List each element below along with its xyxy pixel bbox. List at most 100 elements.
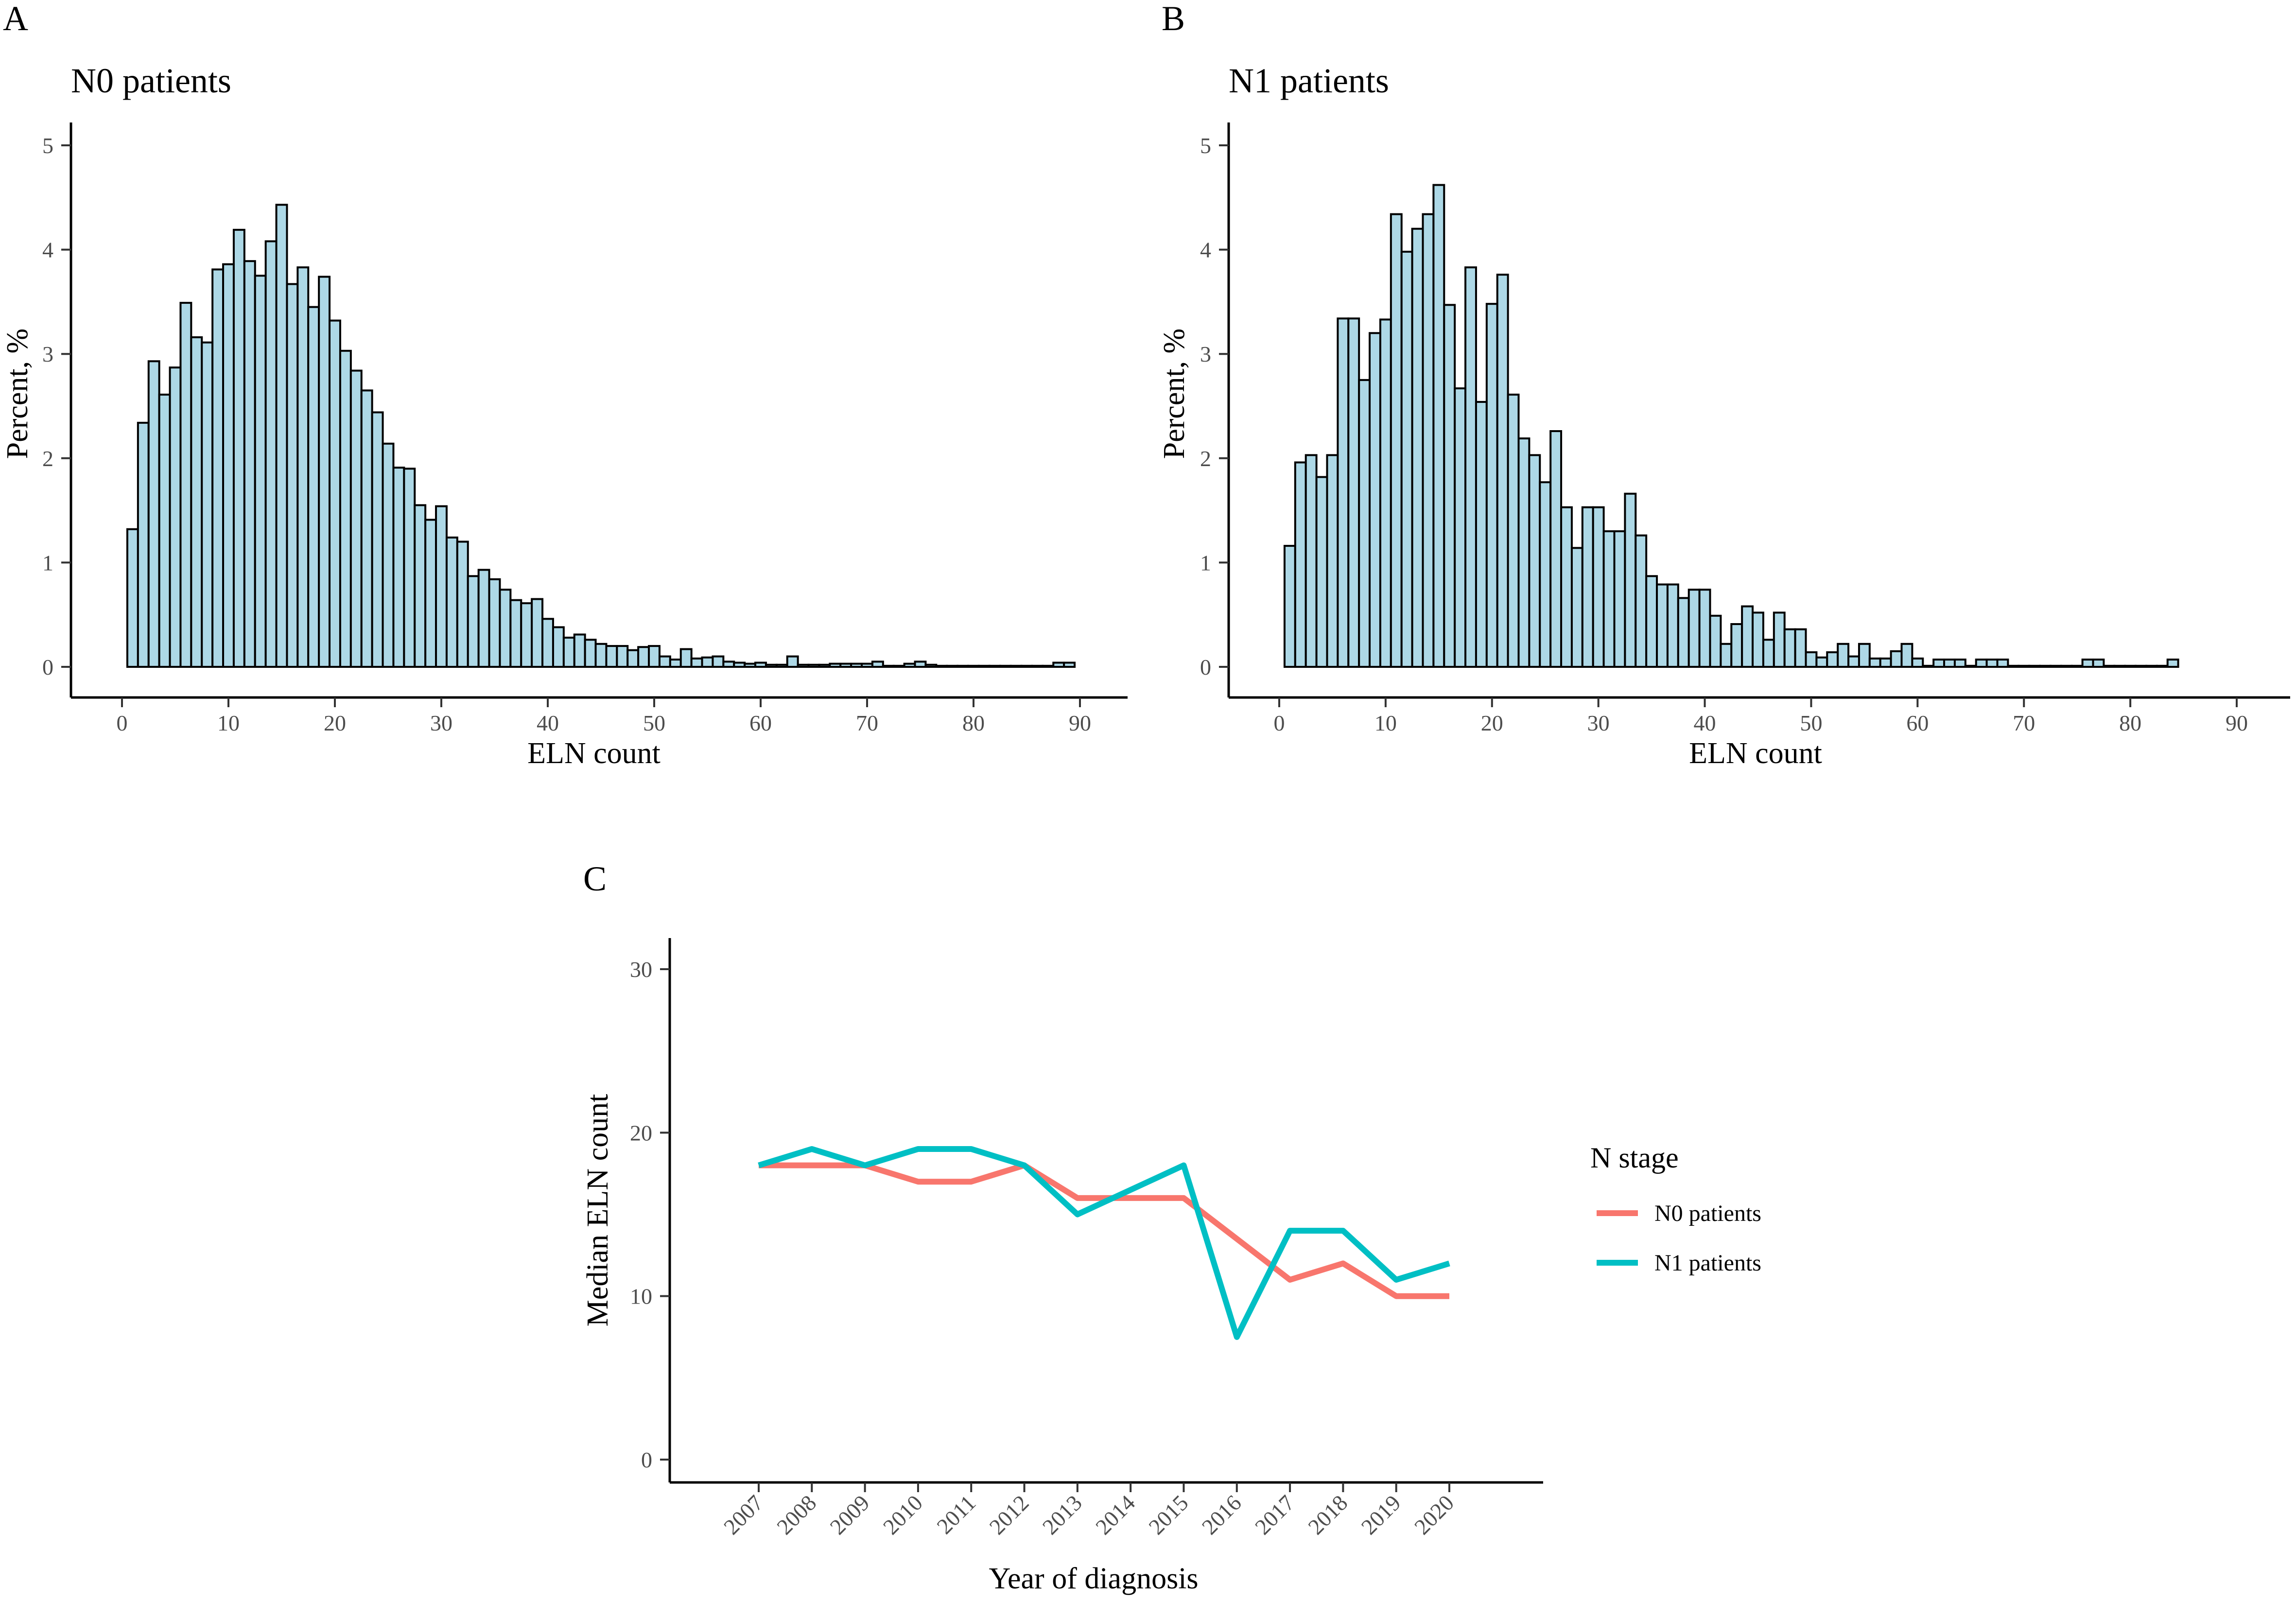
panel-a-bar [871, 661, 884, 668]
panel-a-bar [382, 442, 395, 668]
panel-b-bar [1847, 655, 1860, 668]
panel-a-bar [616, 645, 629, 668]
panel-c-x-tick-label: 2020 [1409, 1490, 1459, 1539]
panel-a-bar [807, 663, 820, 668]
panel-b-x-axis-title: ELN count [1689, 737, 1822, 770]
panel-a-bars [126, 204, 1076, 668]
panel-a-bar [1009, 664, 1023, 668]
panel-b-bar [1432, 184, 1445, 668]
panel-a-bar [829, 662, 842, 668]
panel-a-bar [850, 662, 863, 668]
panel-a-bar [477, 569, 490, 668]
panel-a-x-tick-label: 10 [217, 711, 240, 735]
panel-b-bar [1741, 605, 1754, 668]
panel-b-y-tick-label: 4 [1200, 238, 1211, 262]
panel-b-bar [1581, 506, 1594, 668]
panel-a-bar [637, 646, 650, 668]
panel-b-bar [1602, 530, 1616, 668]
panel-a-bar [818, 663, 831, 668]
panel-c-x-tick-label: 2017 [1250, 1490, 1299, 1539]
panel-a-bar [222, 263, 235, 668]
panel-a-bar [946, 664, 959, 668]
panel-a-bar [594, 643, 608, 668]
panel-a-bar [435, 505, 448, 668]
panel-c-y-tick-label: 20 [630, 1120, 652, 1145]
panel-b-x-tick-label: 30 [1587, 711, 1610, 735]
panel-b-bar [1826, 651, 1839, 668]
panel-a-bar [243, 260, 256, 668]
panel-b-bar [1815, 656, 1828, 668]
panel-a-bar [786, 655, 799, 668]
panel-a-bar [403, 468, 416, 668]
panel-a-bar [584, 639, 597, 668]
panel-b-bar [2135, 664, 2147, 668]
panel-b-bar [1326, 454, 1339, 668]
panel-a-y-tick-label: 0 [42, 655, 53, 679]
panel-b-bar [2145, 664, 2158, 668]
panel-b-bar [2018, 664, 2031, 668]
panel-c-x-tick-label: 2010 [878, 1490, 927, 1539]
panel-b-bar [1624, 492, 1637, 668]
panel-a-x-tick-label: 60 [749, 711, 772, 735]
panel-a-bar [957, 664, 970, 668]
panel-b-bar [2166, 658, 2179, 668]
panel-b-bar [2060, 664, 2073, 668]
panel-a-bar [733, 662, 746, 668]
panel-a-bar [988, 664, 1001, 668]
panel-b-bar [1837, 643, 1850, 668]
panel-a-bar [339, 349, 352, 668]
panel-a-bar [882, 664, 895, 668]
panel-b-bar [1305, 454, 1318, 668]
panel-c-x-tick-label: 2008 [772, 1490, 821, 1539]
panel-a-bar [1031, 664, 1044, 668]
panel-a-x-tick-label: 90 [1069, 711, 1091, 735]
panel-a-bar [626, 649, 640, 668]
legend-title: N stage [1590, 1142, 1679, 1174]
panel-a-bar [211, 268, 225, 668]
panel-b-bar [1485, 303, 1498, 668]
panel-c-x-tick-label: 2016 [1197, 1490, 1246, 1539]
panel-c-x-tick-label: 2019 [1357, 1490, 1406, 1539]
panel-c-x-tick-label: 2012 [984, 1490, 1033, 1539]
panel-b-x-tick-label: 80 [2119, 711, 2141, 735]
panel-a-bar [552, 626, 565, 668]
panel-a-x-axis-title: ELN count [527, 737, 661, 770]
panel-a-bar [424, 519, 437, 668]
panel-a-bar [999, 664, 1012, 668]
panel-b-title: N1 patients [1229, 61, 1389, 100]
panel-c-lines [758, 1146, 1450, 1340]
panel-b-bar [1911, 657, 1924, 668]
panel-b-y-axis-title: Percent, % [1158, 329, 1191, 459]
panel-a-bar [201, 341, 214, 668]
panel-a-y-tick-label: 4 [42, 238, 53, 262]
panel-b-bar [1932, 658, 1946, 668]
panel-a-bar [722, 661, 735, 668]
panel-b-bar [1454, 387, 1467, 668]
panel-b-bar [2039, 664, 2052, 668]
panel-b-bar [1687, 589, 1701, 668]
panel-b-bar [1570, 547, 1583, 668]
panel-c-y-axis-title: Median ELN count [581, 1094, 614, 1327]
panel-c-x-tick-label: 2009 [825, 1490, 874, 1539]
panel-a-bar [275, 204, 288, 668]
panel-b-bars [1283, 184, 2179, 668]
panel-b-bar [1794, 628, 1807, 668]
panel-a-bar [318, 276, 331, 668]
panel-b-bar [1337, 317, 1350, 668]
panel-b-bar [2092, 658, 2105, 668]
panel-a-y-tick-label: 1 [42, 550, 53, 575]
panel-a-bar [296, 266, 310, 668]
panel-b-letter: B [1162, 0, 1185, 38]
panel-b-x-tick-label: 60 [1906, 711, 1929, 735]
panel-b-bar [1805, 651, 1818, 668]
panel-a-bar [392, 467, 405, 668]
panel-a-bar [935, 664, 948, 668]
panel-b-bar [1752, 611, 1764, 668]
panel-b-bar [1390, 213, 1403, 668]
panel-b-bar [2028, 664, 2041, 668]
panel-b-x-tick-label: 70 [2013, 711, 2035, 735]
panel-b-bar [1560, 506, 1573, 668]
panel-c-y-ticks: 0 10 20 30 [630, 957, 670, 1472]
panel-c-x-tick-label: 2015 [1144, 1490, 1193, 1539]
panel-b-bar [2081, 658, 2094, 668]
